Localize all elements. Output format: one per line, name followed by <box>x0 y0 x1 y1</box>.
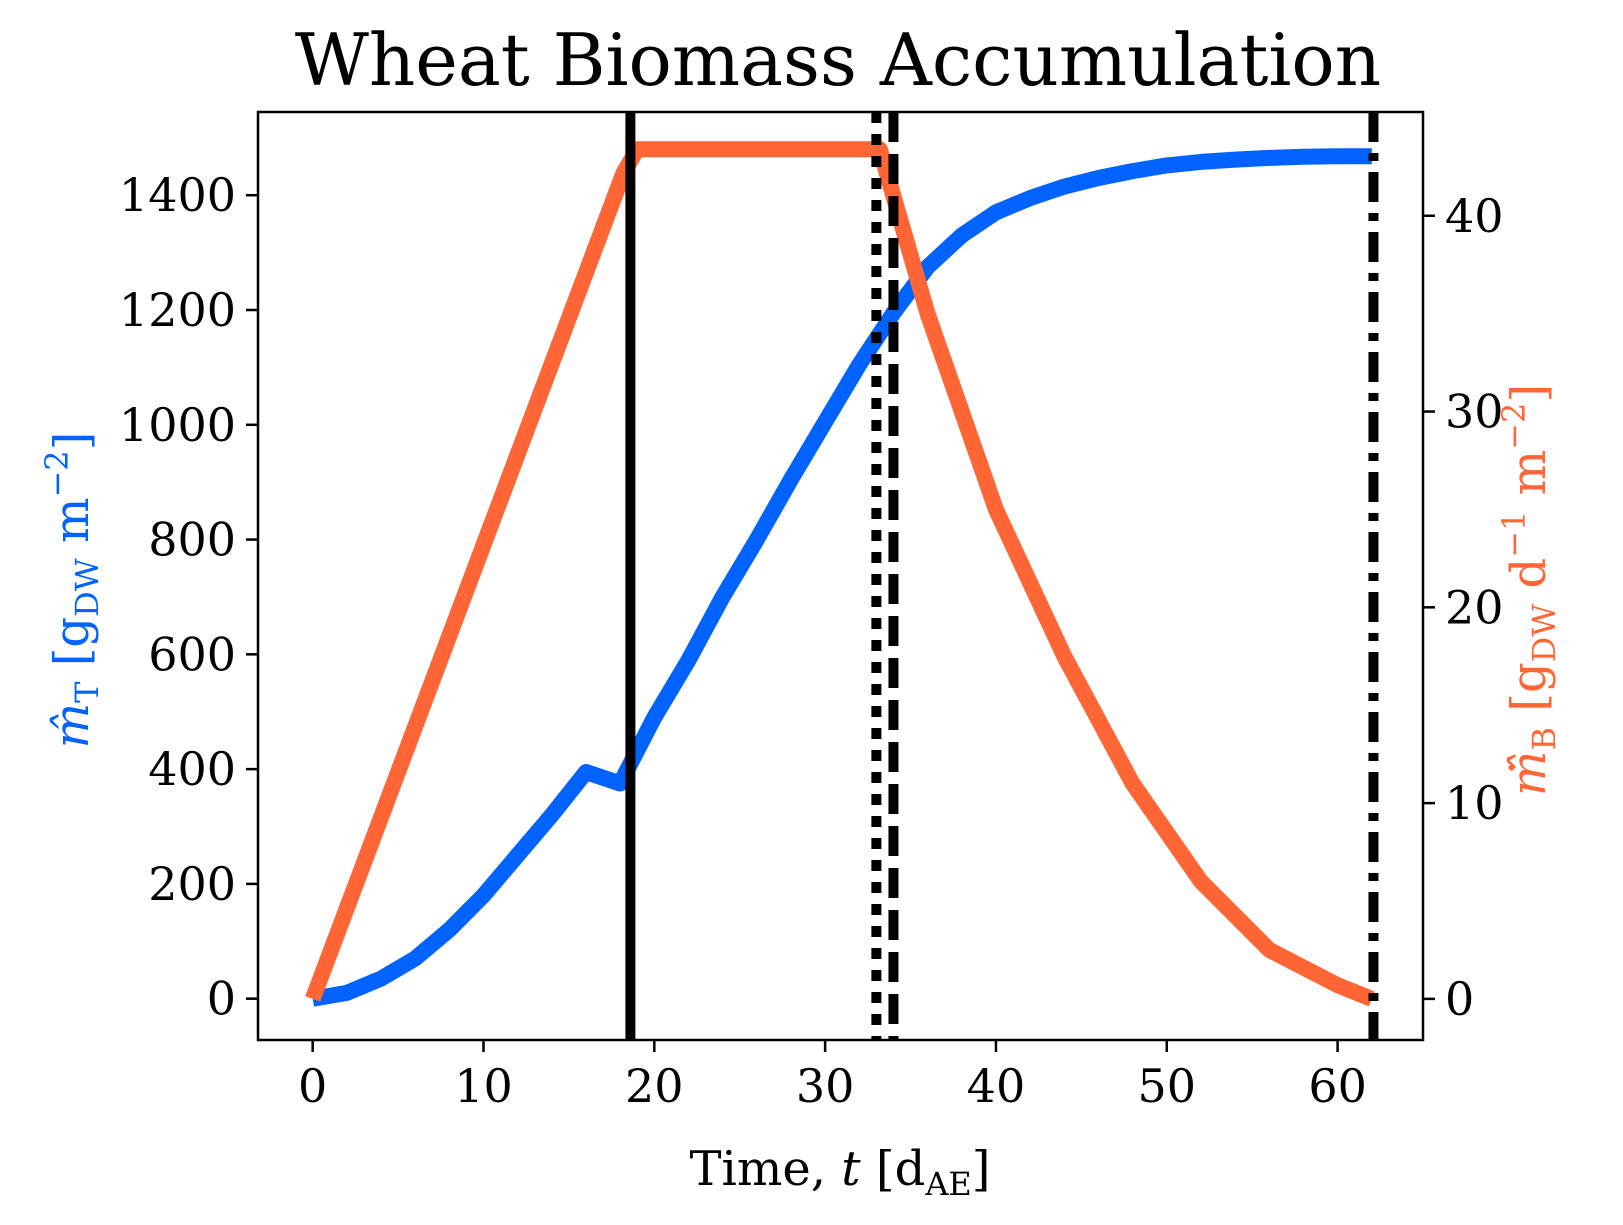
y-left-tick-label: 400 <box>148 742 236 796</box>
y-left-tick-label: 800 <box>148 513 236 567</box>
y-right-label-unit: [g <box>1501 662 1557 727</box>
y-left-axis-ticks: 0 200 400 600 800 1000 1200 1400 <box>119 168 258 1026</box>
y-left-label-close: ] <box>44 432 100 451</box>
chart-title: Wheat Biomass Accumulation <box>295 18 1381 102</box>
y-left-tick-label: 600 <box>148 627 236 681</box>
y-right-label-sym: ṁ̂ <box>1501 751 1557 797</box>
y-right-label-close: ] <box>1501 384 1557 403</box>
y-left-tick-label: 1200 <box>119 283 236 337</box>
y-right-label-unit-sub: DW <box>1525 604 1563 663</box>
y-left-label-unit-rest: m <box>44 498 100 559</box>
y-left-tick-label: 1000 <box>119 398 236 452</box>
vertical-markers <box>625 112 1379 1040</box>
x-label-main: Time, <box>689 1141 841 1197</box>
y-right-tick-label: 0 <box>1445 972 1474 1026</box>
x-tick-label: 0 <box>298 1059 327 1113</box>
y-left-tick-label: 0 <box>207 972 236 1026</box>
y-left-label-sym: m̂ <box>44 703 100 749</box>
y-right-label-unit-sup2: −2 <box>1495 403 1533 450</box>
x-label-var: t <box>841 1141 861 1197</box>
x-tick-label: 60 <box>1308 1059 1367 1113</box>
x-tick-label: 50 <box>1137 1059 1196 1113</box>
y-right-label-unit-mid: m <box>1501 450 1557 511</box>
y-right-label-sub: B <box>1525 727 1563 751</box>
y-right-tick-label: 10 <box>1445 776 1504 830</box>
x-tick-label: 30 <box>796 1059 855 1113</box>
y-right-label-unit-rest: d <box>1501 558 1557 604</box>
y-right-axis-ticks: 0 10 20 30 40 <box>1423 189 1504 1026</box>
y-left-label-unit-sub: DW <box>68 558 106 617</box>
y-right-axis-label: ṁ̂B [gDW d−1 m−2] <box>1495 384 1563 796</box>
y-left-tick-label: 200 <box>148 857 236 911</box>
x-label-unit-sub: AE <box>924 1165 971 1203</box>
x-axis-ticks: 0 10 20 30 40 50 60 <box>298 1040 1367 1113</box>
x-label-unit-close: ] <box>972 1141 991 1197</box>
x-axis-label: Time, t [dAE] <box>689 1141 990 1203</box>
x-tick-label: 40 <box>967 1059 1026 1113</box>
y-left-label-sub: T <box>68 681 106 703</box>
x-tick-label: 10 <box>454 1059 513 1113</box>
y-left-label-unit: [g <box>44 617 100 682</box>
x-label-unit-open: [d <box>861 1141 926 1197</box>
y-right-tick-label: 20 <box>1445 580 1504 634</box>
x-tick-label: 20 <box>625 1059 684 1113</box>
y-right-tick-label: 30 <box>1445 385 1504 439</box>
plot-frame <box>256 110 1425 1042</box>
y-left-label-unit-sup: −2 <box>38 450 76 497</box>
y-right-label-unit-sup1: −1 <box>1495 511 1533 558</box>
series-line-total-biomass <box>311 148 1372 1007</box>
y-left-axis-label: m̂T [gDW m−2] <box>38 432 106 749</box>
y-right-tick-label: 40 <box>1445 189 1504 243</box>
y-left-tick-label: 1400 <box>119 168 236 222</box>
